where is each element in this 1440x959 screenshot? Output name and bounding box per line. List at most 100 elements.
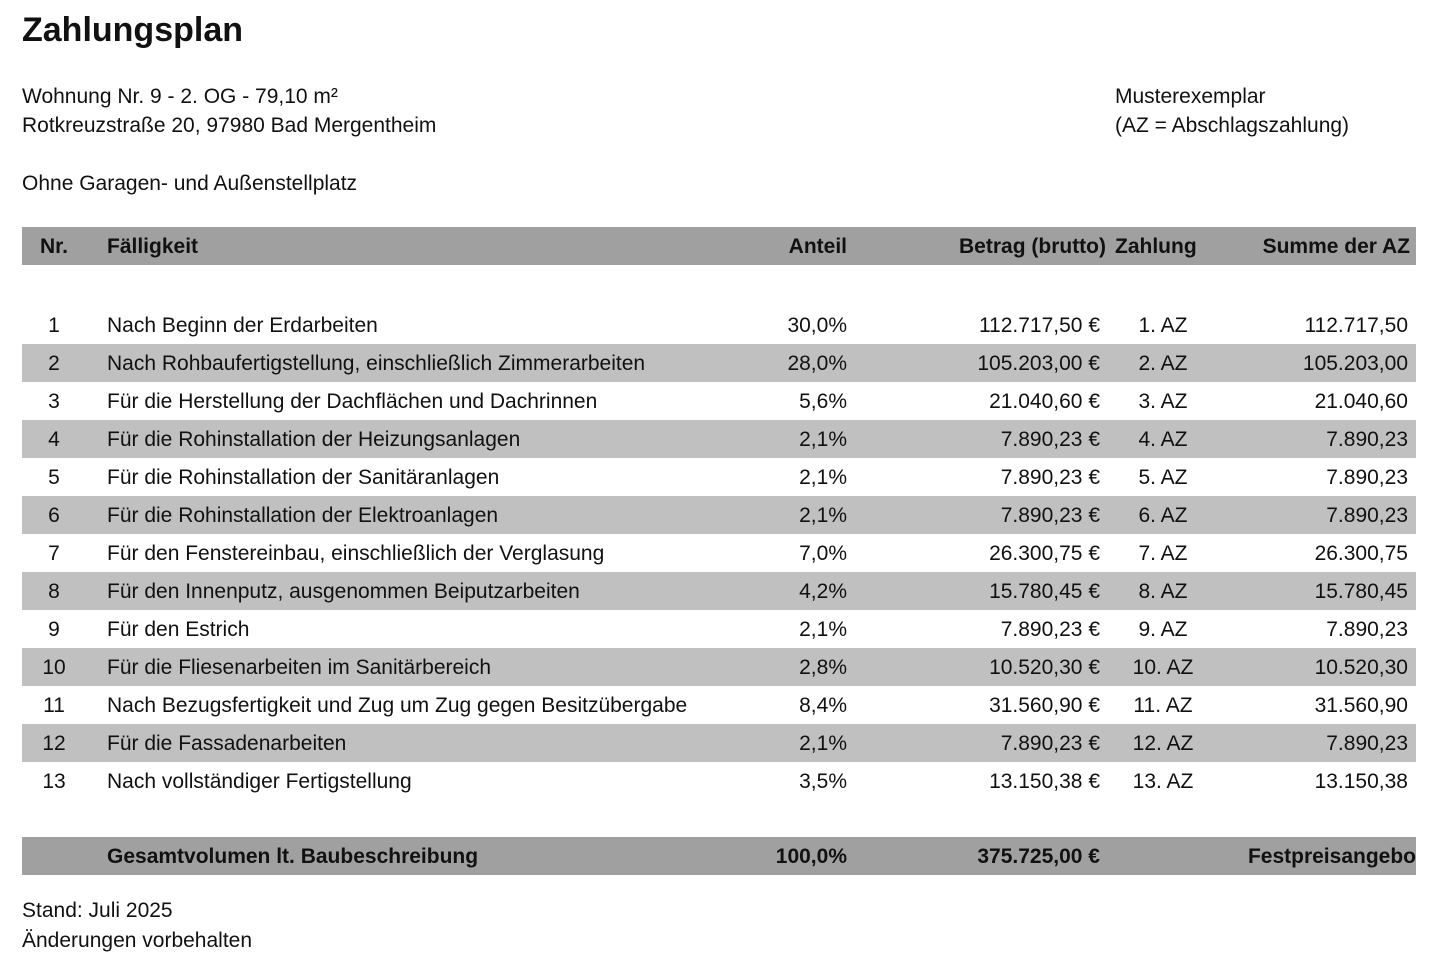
row-share: 2,1%: [799, 428, 847, 451]
row-number: 8: [48, 580, 60, 603]
row-number: 11: [43, 694, 65, 717]
row-due: Nach Beginn der Erdarbeiten: [107, 314, 378, 337]
row-amount: 13.150,38 €: [989, 770, 1100, 793]
table-row: 9 Für den Estrich 2,1% 7.890,23 € 9. AZ 7.890…: [22, 610, 1416, 648]
row-payment: 13. AZ: [1132, 770, 1194, 793]
abbreviation-note: (AZ = Abschlagszahlung): [1115, 114, 1350, 137]
row-share: 5,6%: [799, 390, 847, 413]
total-note: Festpreisangebo: [1247, 845, 1416, 868]
row-sum: 7.890,23: [1326, 428, 1408, 451]
row-payment: 12. AZ: [1132, 732, 1194, 755]
row-share: 3,5%: [799, 770, 847, 793]
header-amount: Betrag (brutto): [959, 235, 1106, 258]
row-share: 2,1%: [799, 504, 847, 527]
row-due: Nach Rohbaufertigstellung, einschließlic…: [107, 352, 646, 375]
row-due: Für die Herstellung der Dachflächen und …: [107, 390, 598, 413]
row-payment: 4. AZ: [1138, 428, 1188, 451]
total-row: Gesamtvolumen lt. Baubeschreibung 100,0%…: [22, 837, 1416, 875]
table-row: 10 Für die Fliesenarbeiten im Sanitärbere…: [22, 648, 1416, 686]
row-number: 9: [48, 618, 60, 641]
row-amount: 105.203,00 €: [977, 352, 1100, 375]
row-share: 4,2%: [799, 580, 847, 603]
row-share: 2,1%: [799, 618, 847, 641]
row-sum: 31.560,90: [1314, 694, 1408, 717]
row-payment: 3. AZ: [1138, 390, 1188, 413]
header-payment: Zahlung: [1115, 235, 1197, 258]
row-share: 28,0%: [787, 352, 847, 375]
row-number: 3: [48, 390, 60, 413]
row-amount: 21.040,60 €: [989, 390, 1100, 413]
table-row: 4 Für die Rohinstallation der Heizungsanl…: [22, 420, 1416, 458]
row-due: Für die Fliesenarbeiten im Sanitärbereic…: [107, 656, 492, 679]
table-row: 6 Für die Rohinstallation der Elektroanla…: [22, 496, 1416, 534]
row-number: 10: [42, 656, 66, 679]
row-number: 1: [48, 314, 60, 337]
row-amount: 10.520,30 €: [989, 656, 1100, 679]
row-payment: 1. AZ: [1138, 314, 1188, 337]
row-amount: 7.890,23 €: [1000, 504, 1100, 527]
row-due: Für die Fassadenarbeiten: [107, 732, 347, 755]
header-nr: Nr.: [39, 235, 68, 258]
row-sum: 7.890,23: [1326, 732, 1408, 755]
row-payment: 9. AZ: [1138, 618, 1188, 641]
sample-label: Musterexemplar: [1115, 85, 1266, 108]
row-sum: 13.150,38: [1314, 770, 1408, 793]
page-title: Zahlungsplan: [22, 11, 243, 49]
row-payment: 11. AZ: [1133, 694, 1193, 717]
row-share: 2,1%: [799, 732, 847, 755]
row-share: 2,8%: [799, 656, 847, 679]
row-amount: 7.890,23 €: [1000, 618, 1100, 641]
row-amount: 7.890,23 €: [1000, 466, 1100, 489]
payment-table: Nr. Fälligkeit Anteil Betrag (brutto) Za…: [22, 227, 1416, 875]
row-amount: 7.890,23 €: [1000, 732, 1100, 755]
row-due: Nach vollständiger Fertigstellung: [107, 770, 412, 793]
row-due: Für die Rohinstallation der Heizungsanla…: [107, 428, 521, 451]
header-due: Fälligkeit: [107, 235, 199, 258]
table-row: 2 Nach Rohbaufertigstellung, einschließli…: [22, 344, 1416, 382]
row-due: Für den Fenstereinbau, einschließlich de…: [107, 542, 605, 565]
row-payment: 2. AZ: [1138, 352, 1188, 375]
table-row: 7 Für den Fenstereinbau, einschließlich d…: [22, 534, 1416, 572]
header-share: Anteil: [788, 235, 847, 258]
row-number: 13: [42, 770, 66, 793]
row-payment: 10. AZ: [1132, 656, 1194, 679]
row-share: 7,0%: [799, 542, 847, 565]
row-due: Für die Rohinstallation der Elektroanlag…: [107, 504, 499, 527]
address: Rotkreuzstraße 20, 97980 Bad Mergentheim: [22, 114, 437, 137]
row-due: Nach Bezugsfertigkeit und Zug um Zug geg…: [107, 694, 688, 717]
apartment-info: Wohnung Nr. 9 - 2. OG - 79,10 m²: [22, 85, 338, 108]
row-amount: 7.890,23 €: [1000, 428, 1100, 451]
table-row: 11 Nach Bezugsfertigkeit und Zug um Zug g…: [22, 686, 1416, 724]
row-number: 7: [48, 542, 60, 565]
row-sum: 7.890,23: [1326, 618, 1408, 641]
status-date: Stand: Juli 2025: [22, 899, 173, 922]
row-sum: 21.040,60: [1314, 390, 1408, 413]
row-number: 2: [48, 352, 60, 375]
row-share: 30,0%: [787, 314, 847, 337]
row-sum: 112.717,50: [1304, 314, 1408, 337]
total-amount: 375.725,00 €: [977, 845, 1100, 868]
parking-note: Ohne Garagen- und Außenstellplatz: [22, 172, 358, 195]
row-payment: 6. AZ: [1138, 504, 1188, 527]
table-row: 5 Für die Rohinstallation der Sanitäranla…: [22, 458, 1416, 496]
row-amount: 15.780,45 €: [989, 580, 1100, 603]
row-share: 8,4%: [799, 694, 847, 717]
row-amount: 31.560,90 €: [989, 694, 1100, 717]
row-sum: 10.520,30: [1314, 656, 1408, 679]
row-due: Für den Estrich: [107, 618, 250, 641]
table-row: 13 Nach vollständiger Fertigstellung 3,5% 1…: [22, 762, 1416, 800]
header-sum: Summe der AZ: [1262, 235, 1410, 258]
row-share: 2,1%: [799, 466, 847, 489]
row-due: Für den Innenputz, ausgenommen Beiputzar…: [107, 580, 580, 603]
total-label: Gesamtvolumen lt. Baubeschreibung: [107, 845, 479, 868]
table-header: Nr. Fälligkeit Anteil Betrag (brutto) Za…: [22, 227, 1416, 265]
disclaimer: Änderungen vorbehalten: [22, 929, 253, 952]
row-sum: 26.300,75: [1314, 542, 1408, 565]
row-number: 4: [48, 428, 60, 451]
row-number: 12: [42, 732, 66, 755]
row-payment: 5. AZ: [1138, 466, 1188, 489]
row-sum: 15.780,45: [1314, 580, 1408, 603]
row-due: Für die Rohinstallation der Sanitäranlag…: [107, 466, 500, 489]
row-sum: 7.890,23: [1326, 504, 1408, 527]
row-payment: 7. AZ: [1138, 542, 1188, 565]
